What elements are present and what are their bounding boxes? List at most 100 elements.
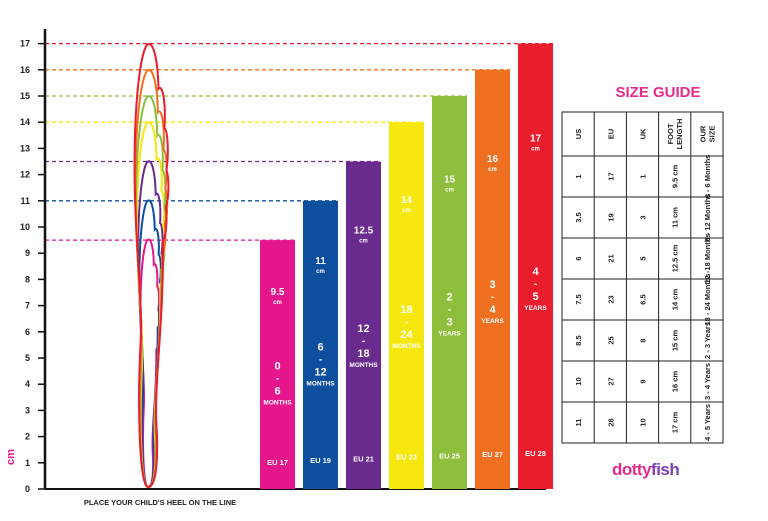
bar-age-end: 12 [314,367,326,379]
y-tick-label: 4 [25,379,30,389]
bar-age-start: 0 [274,361,280,373]
y-tick-label: 9 [25,248,30,258]
bar-age-start: 2 [446,291,452,303]
bar-cm-label: 11 [315,256,326,267]
table-cell: 5 [639,256,648,260]
bar-age-end: 5 [532,291,538,303]
table-cell: 3.5 [574,212,583,222]
bar-age-dash: - [319,355,322,366]
bar-age-unit: YEARS [524,305,547,312]
bar [518,43,553,489]
bar-age-start: 4 [532,266,539,278]
table-cell: 10 [574,377,583,385]
table-cell: 6 [574,256,583,260]
bar-cm-label: 17 [530,134,542,145]
y-tick-label: 5 [25,353,30,363]
bar-age-end: 6 [274,386,280,398]
bar-cm-label: 12.5 [354,226,374,237]
table-cell: 28 [606,418,615,426]
bar-unit-label: cm [273,300,282,306]
table-cell: 3 - 4 Years [703,363,712,400]
table-cell: 2 - 3 Years [703,322,712,359]
y-tick-label: 1 [25,458,30,468]
y-tick-label: 15 [20,91,30,101]
bar-age-dash: - [448,304,451,315]
size-guide-title: SIZE GUIDE [615,84,701,101]
table-header-cell: EU [606,129,615,139]
bar [432,96,467,489]
y-tick-label: 11 [20,196,30,206]
y-tick-label: 8 [25,274,30,284]
table-header-cell: OUR [698,125,707,142]
table-cell: 18 - 24 Months [703,273,712,325]
table-header-cell: SIZE [707,126,716,143]
table-cell: 17 [606,172,615,180]
y-axis-label: cm [5,449,17,465]
table-cell: 16 cm [671,371,680,393]
y-tick-label: 10 [20,222,30,232]
table-header-cell: UK [639,128,648,139]
bar-eu-label: EU 17 [267,458,288,467]
table-cell: 3 [639,215,648,219]
bar-cm-label: 9.5 [271,287,285,298]
bar-age-unit: MONTHS [392,343,421,350]
table-cell: 23 [606,295,615,303]
table-cell: 8 [639,338,648,342]
reference-lines [45,42,553,241]
table-cell: 8.5 [574,335,583,345]
heel-instruction: PLACE YOUR CHILD'S HEEL ON THE LINE [84,498,236,507]
bar-age-unit: MONTHS [306,381,335,388]
bar-age-end: 18 [357,348,369,360]
bar-age-unit: YEARS [481,318,504,325]
bar-age-unit: MONTHS [349,362,378,369]
foot-outline [133,43,170,489]
brand-logo-part2: fish [651,460,680,479]
y-tick-label: 2 [25,432,30,442]
y-tick-label: 13 [20,143,30,153]
bar-eu-label: EU 21 [353,454,374,463]
table-cell: 1 [574,174,583,178]
table-cell: 15 cm [671,330,680,352]
table-header-cell: FOOT [666,123,675,144]
table-cell: 10 [639,418,648,426]
table-header-cell: US [574,129,583,139]
bar-eu-label: EU 28 [525,449,546,458]
y-tick-label: 17 [20,39,30,49]
y-tick-label: 6 [25,327,30,337]
y-tick-label: 14 [20,117,30,127]
table-header-cell: LENGTH [675,119,684,150]
table-cell: 0 - 6 Months [703,155,712,199]
bar-age-end: 3 [446,316,452,328]
table-cell: 12.5 cm [671,244,680,272]
table-cell: 1 [639,174,648,178]
y-tick-label: 3 [25,405,30,415]
bar [303,200,338,490]
bar-cm-label: 14 [401,195,413,206]
bar-age-start: 6 [317,342,323,354]
y-tick-label: 0 [25,484,30,494]
bar-unit-label: cm [488,167,497,173]
y-tick-label: 16 [20,65,30,75]
bar-eu-label: EU 25 [439,451,460,460]
bar-cm-label: 16 [487,154,499,165]
bar-age-dash: - [405,317,408,328]
table-cell: 7.5 [574,294,583,304]
table-cell: 9.5 cm [671,164,680,188]
bar-age-start: 18 [400,304,412,316]
bar [389,122,424,489]
bar-age-dash: - [362,336,365,347]
bar-age-dash: - [491,292,494,303]
bar-eu-label: EU 27 [482,450,503,459]
table-cell: 27 [606,377,615,385]
table-cell: 19 [606,213,615,221]
table-cell: 6 - 12 Months [703,194,712,242]
table-cell: 17 cm [671,412,680,434]
bar-unit-label: cm [316,269,325,275]
bar-unit-label: cm [402,208,411,214]
size-guide-table: US 1 3.5 6 7.5 8.5 10 11 EU 17 19 21 23 25 27 28 UK 1 3 5 6.… [561,111,724,444]
bar-age-dash: - [534,279,537,290]
table-cell: 9 [639,379,648,383]
table-cell: 12 -18 Months [703,233,712,283]
